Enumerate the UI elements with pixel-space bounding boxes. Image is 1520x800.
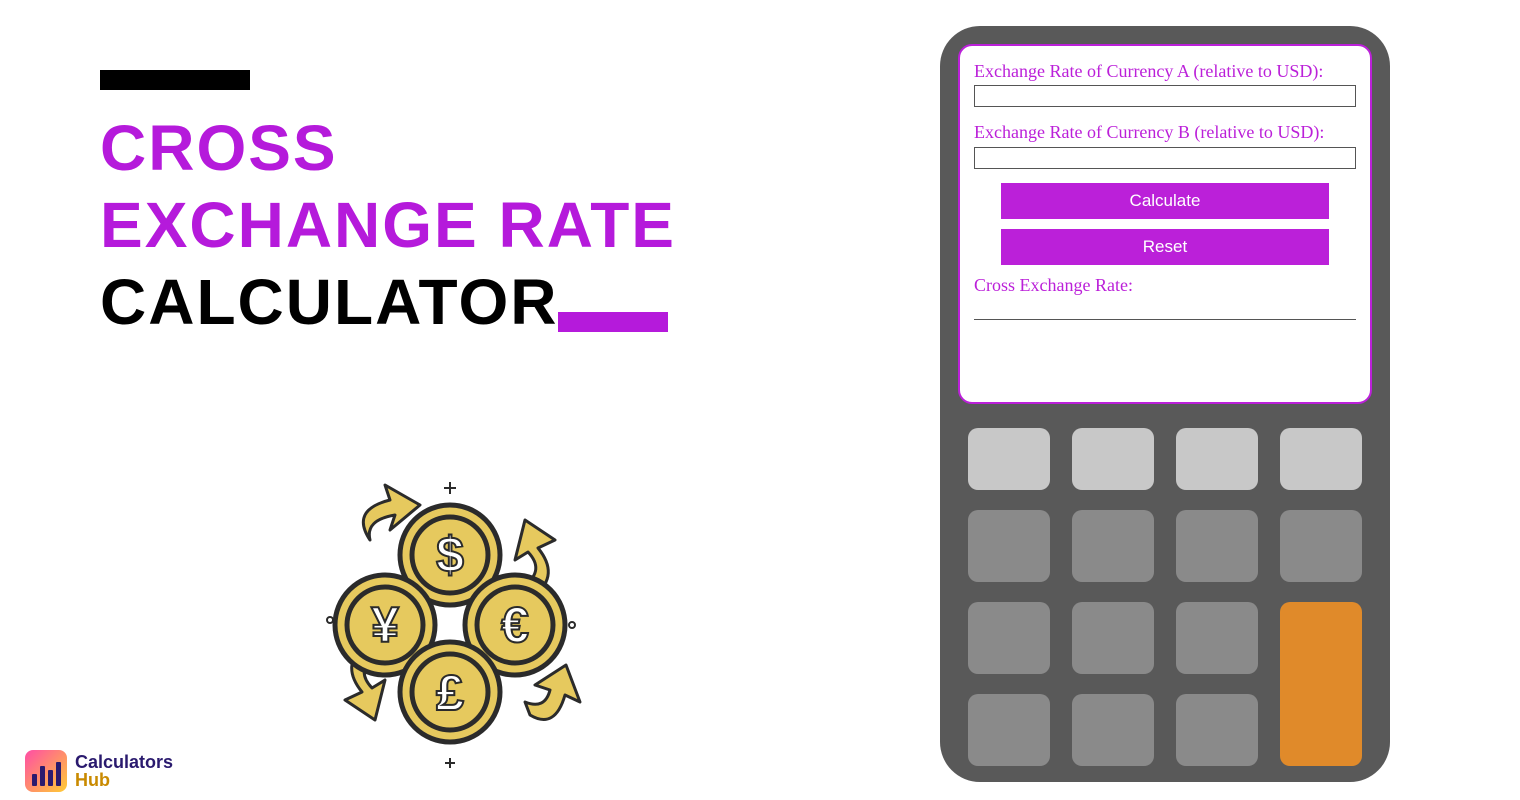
keypad-key[interactable]: [1176, 428, 1258, 490]
svg-text:€: €: [501, 597, 529, 653]
keypad-key[interactable]: [968, 428, 1050, 490]
calculator-screen: Exchange Rate of Currency A (relative to…: [958, 44, 1372, 404]
title-line-3: CALCULATOR: [100, 264, 558, 341]
keypad-key[interactable]: [1176, 602, 1258, 674]
logo-text: Calculators Hub: [75, 753, 173, 789]
currency-b-input[interactable]: [974, 147, 1356, 169]
title-underline: [558, 312, 668, 332]
brand-logo: Calculators Hub: [25, 750, 173, 792]
reset-button[interactable]: Reset: [1001, 229, 1330, 265]
svg-text:$: $: [436, 527, 464, 583]
title-decor-bar: [100, 70, 250, 90]
title-line-1: CROSS: [100, 110, 676, 187]
currency-b-label: Exchange Rate of Currency B (relative to…: [974, 121, 1356, 144]
title-line-2: EXCHANGE RATE: [100, 187, 676, 264]
calculate-button[interactable]: Calculate: [1001, 183, 1330, 219]
keypad-key[interactable]: [1072, 510, 1154, 582]
keypad-key[interactable]: [968, 602, 1050, 674]
keypad-key[interactable]: [1280, 510, 1362, 582]
logo-line-1: Calculators: [75, 753, 173, 771]
calculator-device: Exchange Rate of Currency A (relative to…: [940, 26, 1390, 782]
result-label: Cross Exchange Rate:: [974, 275, 1356, 296]
keypad-key[interactable]: [1072, 602, 1154, 674]
result-output: [974, 298, 1356, 320]
currency-a-label: Exchange Rate of Currency A (relative to…: [974, 60, 1356, 83]
calculator-keypad: [958, 428, 1372, 776]
page-title-block: CROSS EXCHANGE RATE CALCULATOR: [100, 70, 676, 340]
currency-coins-illustration: $ ¥ € £: [300, 470, 600, 775]
logo-bars-icon: [25, 750, 67, 792]
svg-text:£: £: [436, 665, 464, 721]
keypad-key[interactable]: [1072, 694, 1154, 766]
keypad-equals-key[interactable]: [1280, 602, 1362, 766]
keypad-key[interactable]: [1280, 428, 1362, 490]
keypad-key[interactable]: [1176, 510, 1258, 582]
currency-a-input[interactable]: [974, 85, 1356, 107]
keypad-key[interactable]: [1072, 428, 1154, 490]
keypad-key[interactable]: [968, 694, 1050, 766]
logo-line-2: Hub: [75, 771, 173, 789]
coins-svg: $ ¥ € £: [300, 470, 600, 770]
keypad-key[interactable]: [968, 510, 1050, 582]
svg-text:¥: ¥: [371, 597, 399, 653]
coin-pound: £: [400, 642, 500, 742]
keypad-key[interactable]: [1176, 694, 1258, 766]
